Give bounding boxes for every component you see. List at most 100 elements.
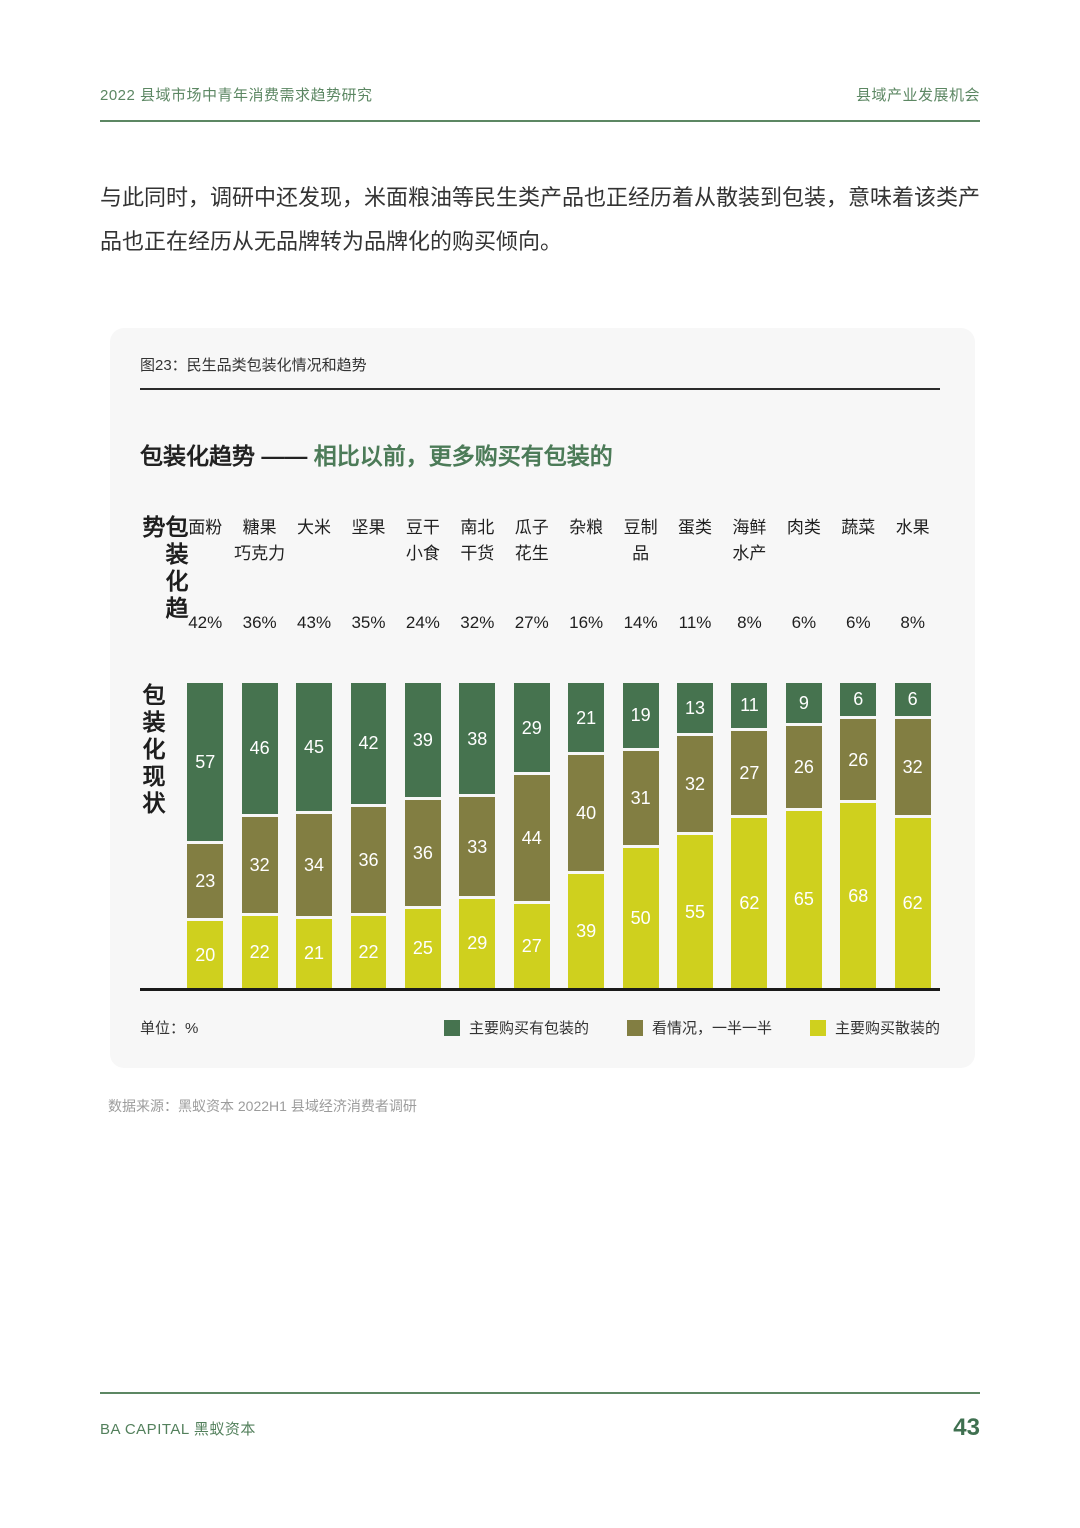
figure-title: 包装化趋势 —— 相比以前，更多购买有包装的: [140, 437, 940, 471]
legend-item: 主要购买有包装的: [443, 1017, 589, 1038]
category-column: 大米 43%: [287, 515, 341, 633]
unit-label: 单位：%: [140, 1020, 199, 1037]
category-column: 蛋类 11%: [668, 515, 722, 633]
bar-value-label: 36: [358, 850, 379, 870]
body-paragraph: 与此同时，调研中还发现，米面粮油等民生类产品也正经历着从散装到包装，意味着该类产…: [100, 185, 981, 254]
bar-columns: 57 23 20 46 32 22 45 34 21 42 36 22 39 36 25 38 33 29 29 44…: [178, 683, 940, 989]
bar-value-label: 21: [304, 943, 325, 964]
bar-value-label: 62: [739, 893, 760, 914]
bar-value-label: 11: [740, 695, 759, 716]
bar-segment: 32: [677, 735, 713, 833]
bar-column: 9 26 65: [777, 683, 831, 988]
bar-value-label: 39: [576, 921, 597, 942]
bar-column: 11 27 62: [722, 683, 776, 989]
trend-percent-value: 6%: [791, 613, 817, 632]
category-label: 坚果: [351, 518, 386, 537]
legend-row: 单位：% 主要购买有包装的 看情况，一半一半 主要购买散装的: [140, 1017, 940, 1038]
category-label: 水果: [895, 518, 930, 537]
bar-column: 46 32 22: [232, 683, 286, 989]
bar-segment: 65: [785, 810, 822, 988]
category-column: 水果 8%: [885, 515, 939, 633]
bar-segment: 29: [459, 898, 496, 988]
figure-title-green: 相比以前，更多购买有包装的: [313, 443, 613, 469]
stacked-bar: 39 36 25: [404, 683, 441, 988]
bar-value-label: 40: [576, 803, 597, 824]
bar-segment: 25: [404, 908, 441, 988]
category-column: 杂粮 16%: [559, 515, 613, 633]
trend-percent-value: 16%: [569, 613, 604, 632]
bar-value-label: 23: [195, 870, 216, 891]
bar-value-label: 32: [684, 774, 706, 795]
trend-percent-value: 42%: [188, 613, 223, 632]
bar-value-label: 62: [902, 893, 923, 914]
bar-segment: 46: [241, 683, 278, 814]
bar-column: 13 32 55: [668, 683, 722, 988]
bar-value-label: 34: [304, 854, 325, 875]
footer-divider: [100, 1392, 980, 1394]
stacked-bar: 13 32 55: [677, 683, 713, 988]
bar-value-label: 68: [848, 885, 869, 906]
bar-segment: 40: [568, 755, 605, 872]
bar-segment: 62: [894, 818, 931, 989]
stacked-bar: 6 26 68: [840, 683, 877, 988]
bar-column: 39 36 25: [396, 683, 450, 988]
bar-segment: 13: [677, 683, 713, 733]
bar-value-label: 25: [412, 938, 433, 959]
header-divider: [100, 120, 980, 122]
bar-segment: 68: [840, 803, 877, 988]
bar-value-label: 27: [739, 763, 760, 784]
bar-segment: 62: [731, 818, 768, 989]
bar-segment: 9: [785, 683, 822, 724]
trend-percent-value: 8%: [737, 613, 762, 632]
trend-row-label: 包装化趋势: [139, 515, 188, 623]
figure-card: 图23：民生品类包装化情况和趋势 包装化趋势 —— 相比以前，更多购买有包装的 …: [110, 328, 975, 1068]
bar-segment: 26: [785, 726, 822, 808]
category-column: 海鲜 水产 8%: [722, 515, 776, 633]
bar-value-label: 46: [249, 738, 270, 759]
bar-segment: 36: [404, 799, 441, 906]
category-label: 海鲜 水产: [732, 518, 767, 564]
bar-segment: 32: [894, 718, 931, 816]
trend-percent-value: 24%: [405, 613, 440, 632]
legend-swatch: [443, 1019, 460, 1036]
category-label: 杂粮: [569, 518, 604, 537]
bar-segment: 33: [459, 797, 496, 896]
bar-value-label: 22: [249, 942, 270, 963]
category-label: 面粉: [188, 518, 223, 537]
bar-column: 57 23 20: [178, 683, 232, 988]
bar-column: 21 40 39: [559, 683, 613, 988]
bar-value-label: 31: [630, 787, 651, 808]
bar-segment: 38: [459, 683, 496, 795]
bar-segment: 19: [622, 683, 659, 748]
bar-value-label: 32: [902, 756, 923, 777]
page-content: 2022 县域市场中青年消费需求趋势研究 县域产业发展机会 与此同时，调研中还发…: [100, 0, 980, 1116]
bar-value-label: 9: [798, 693, 809, 714]
stacked-bar: 21 40 39: [568, 683, 605, 988]
trend-percent-value: 6%: [845, 613, 871, 632]
bar-value-label: 38: [467, 728, 488, 749]
bar-value-label: 6: [907, 689, 918, 710]
bar-segment: 32: [241, 816, 278, 914]
bar-column: 6 26 68: [831, 683, 885, 988]
bar-segment: 21: [568, 683, 605, 753]
category-label: 豆干 小食: [405, 518, 440, 564]
bar-segment: 26: [840, 718, 877, 801]
bars-row-label: 包装化现状: [139, 683, 165, 818]
trend-columns: 面粉 42% 糖果 巧克力 36% 大米 43% 坚果 35% 豆干 小食 24% 南北 干货 32%…: [178, 515, 940, 633]
bar-value-label: 33: [467, 836, 488, 857]
category-label: 肉类: [786, 518, 821, 537]
bar-segment: 39: [568, 874, 605, 988]
bar-value-label: 42: [358, 733, 379, 754]
bar-value-label: 22: [358, 942, 379, 963]
bar-value-label: 50: [630, 907, 651, 928]
category-column: 肉类 6%: [777, 515, 831, 633]
category-column: 豆制 品 14%: [613, 515, 667, 633]
page-header: 2022 县域市场中青年消费需求趋势研究 县域产业发展机会: [100, 0, 980, 105]
bar-segment: 39: [404, 683, 441, 797]
stacked-bar: 11 27 62: [731, 683, 768, 989]
legend-label: 主要购买散装的: [834, 1020, 940, 1037]
trend-percent-value: 36%: [242, 613, 277, 632]
page-footer: BA CAPITAL 黑蚁资本 43: [100, 1408, 980, 1448]
stacked-bar: 38 33 29: [459, 683, 496, 988]
